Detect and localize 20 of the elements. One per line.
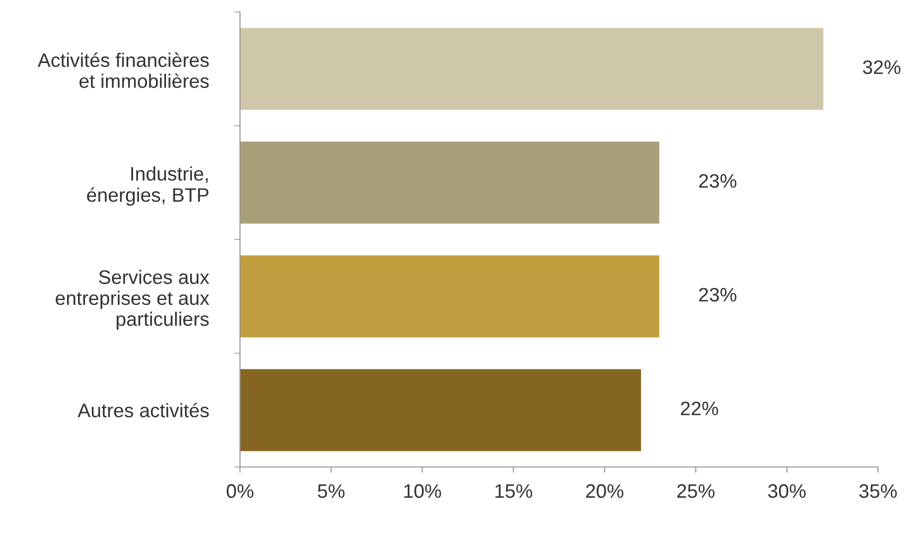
data-label: 23% [699,288,736,302]
x-tick-label: 20% [586,484,624,498]
bar [240,28,824,110]
x-tick-label: 30% [768,484,806,498]
y-tick-label: Activités financières et immobilières [38,52,209,88]
y-tick-label: Services aux entreprises et aux particuliers [56,270,210,330]
x-tick-label: 15% [495,484,532,498]
bar [240,255,660,338]
y-tick-label: Industrie, énergies, BTP [87,166,208,206]
data-label: 22% [680,402,718,416]
data-label: 23% [699,174,736,188]
x-tick-label: 35% [859,484,897,498]
data-label: 32% [862,60,900,74]
x-tick-label: 0% [226,484,254,498]
bar [240,369,642,452]
x-tick-label: 5% [318,484,345,498]
x-tick-label: 25% [677,484,714,498]
x-tick-label: 10% [404,484,442,498]
bar [240,142,660,224]
y-tick-label: Autres activités [78,402,209,418]
